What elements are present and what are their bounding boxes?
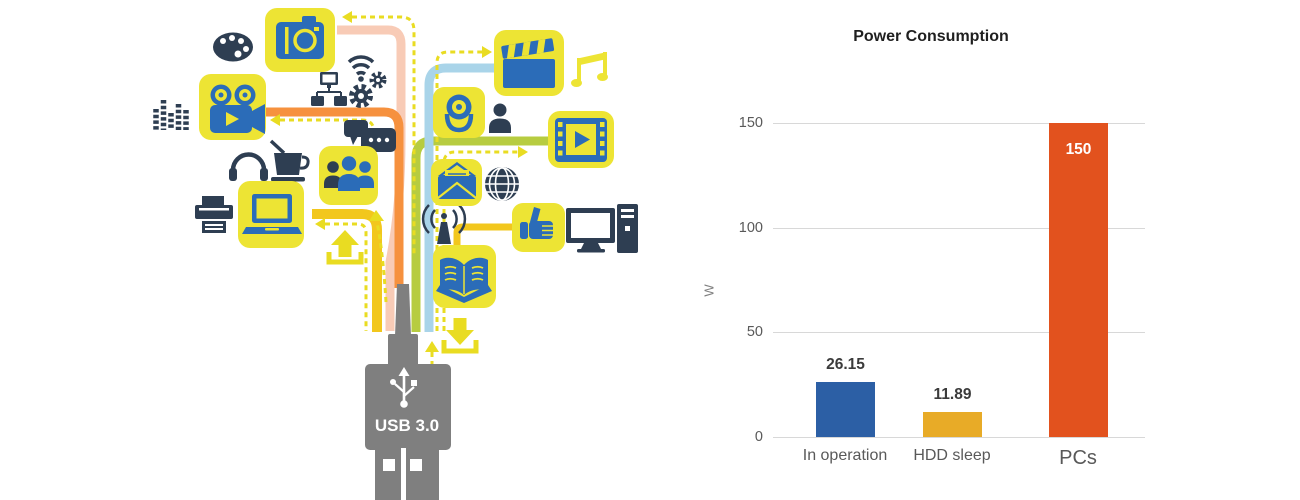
- webcam-icon: [444, 94, 474, 133]
- upload-arrow-icon: [326, 230, 364, 265]
- clapperboard-tile: [494, 30, 564, 96]
- open-book-icon: [436, 257, 492, 303]
- email-icon: [437, 162, 477, 199]
- gridline-100: [773, 227, 1145, 229]
- arrow-up-icon: [425, 341, 439, 352]
- usb-illustration: USB 3.0: [153, 8, 638, 500]
- thumbs-up-tile: [512, 203, 565, 252]
- antenna-icon: [421, 204, 467, 244]
- y-axis-label: W: [701, 284, 717, 297]
- y-tick: 150: [738, 115, 763, 131]
- gridline-0: [773, 437, 1145, 438]
- headphones-icon: [229, 152, 268, 181]
- arrow-to-player-icon: [518, 146, 528, 158]
- cable-orange: [266, 107, 404, 288]
- category-label-hdd-sleep: HDD sleep: [913, 447, 991, 464]
- person-icon: [489, 103, 511, 133]
- category-label-pcs: PCs: [1059, 447, 1097, 469]
- music-note-icon: [571, 52, 608, 87]
- arrow-to-clapper-icon: [482, 46, 492, 58]
- arrow-to-camera-icon: [342, 11, 352, 23]
- power-consumption-chart: Power Consumption 150 100 50 0 W 26.15 1…: [650, 0, 1300, 500]
- email-tile: [431, 159, 482, 206]
- arrow-to-people-icon: [369, 210, 384, 221]
- video-camera-tile: [199, 74, 266, 140]
- cable-lightblue: [424, 63, 494, 332]
- wifi-icon: [347, 55, 375, 82]
- usb-trident-icon: [390, 367, 417, 408]
- video-camera-icon: [210, 84, 265, 134]
- camera-tile: [265, 8, 335, 72]
- palette-icon: [213, 32, 253, 62]
- bar-value-label: 11.89: [933, 386, 972, 404]
- open-book-tile: [433, 245, 496, 308]
- globe-icon: [485, 167, 519, 202]
- video-player-icon: [555, 118, 607, 162]
- people-group-tile: [319, 146, 378, 205]
- arrow-to-videocam-icon: [270, 114, 280, 126]
- bar-rect: [816, 382, 875, 437]
- chat-bubbles-icon: [344, 120, 396, 161]
- arrow-to-laptop-icon: [315, 218, 325, 230]
- chart-title: Power Consumption: [853, 28, 1009, 45]
- network-icon: [311, 72, 347, 106]
- y-tick: 0: [754, 429, 763, 445]
- laptop-icon: [242, 194, 302, 234]
- bar-rect: [923, 412, 982, 437]
- video-player-tile: [548, 111, 614, 168]
- bar-value-label: 150: [1065, 141, 1092, 158]
- gears-icon: [349, 71, 387, 108]
- clapperboard-icon: [501, 38, 555, 88]
- bar-rect: [1049, 123, 1108, 437]
- thumbs-up-icon: [520, 207, 553, 239]
- download-arrow-icon: [441, 318, 479, 354]
- bar-pcs: 150: [1049, 123, 1108, 437]
- bar-value-label: 26.15: [826, 356, 865, 374]
- usb-label: USB 3.0: [375, 416, 439, 435]
- chart-plot-area: 150 100 50 0 W 26.15 11.89 150 In operat…: [702, 115, 1145, 469]
- laptop-tile: [238, 181, 304, 248]
- camera-icon: [276, 16, 324, 59]
- y-tick: 50: [746, 324, 763, 341]
- bar-hdd-sleep: 11.89: [923, 123, 982, 437]
- bar-in-operation: 26.15: [816, 123, 875, 437]
- printer-icon: [195, 196, 233, 233]
- book-thumbs-connector: [453, 223, 512, 246]
- desktop-computer-icon: [566, 204, 638, 253]
- gridline-50: [773, 332, 1145, 334]
- gridline-150: [773, 123, 1145, 124]
- usb-connector: USB 3.0: [365, 284, 451, 500]
- webcam-tile: [433, 87, 485, 138]
- coffee-cup-icon: [269, 139, 310, 182]
- category-label-in-operation: In operation: [802, 447, 888, 464]
- equalizer-icon: [153, 100, 189, 130]
- people-group-icon: [324, 156, 374, 191]
- y-tick: 100: [738, 219, 763, 236]
